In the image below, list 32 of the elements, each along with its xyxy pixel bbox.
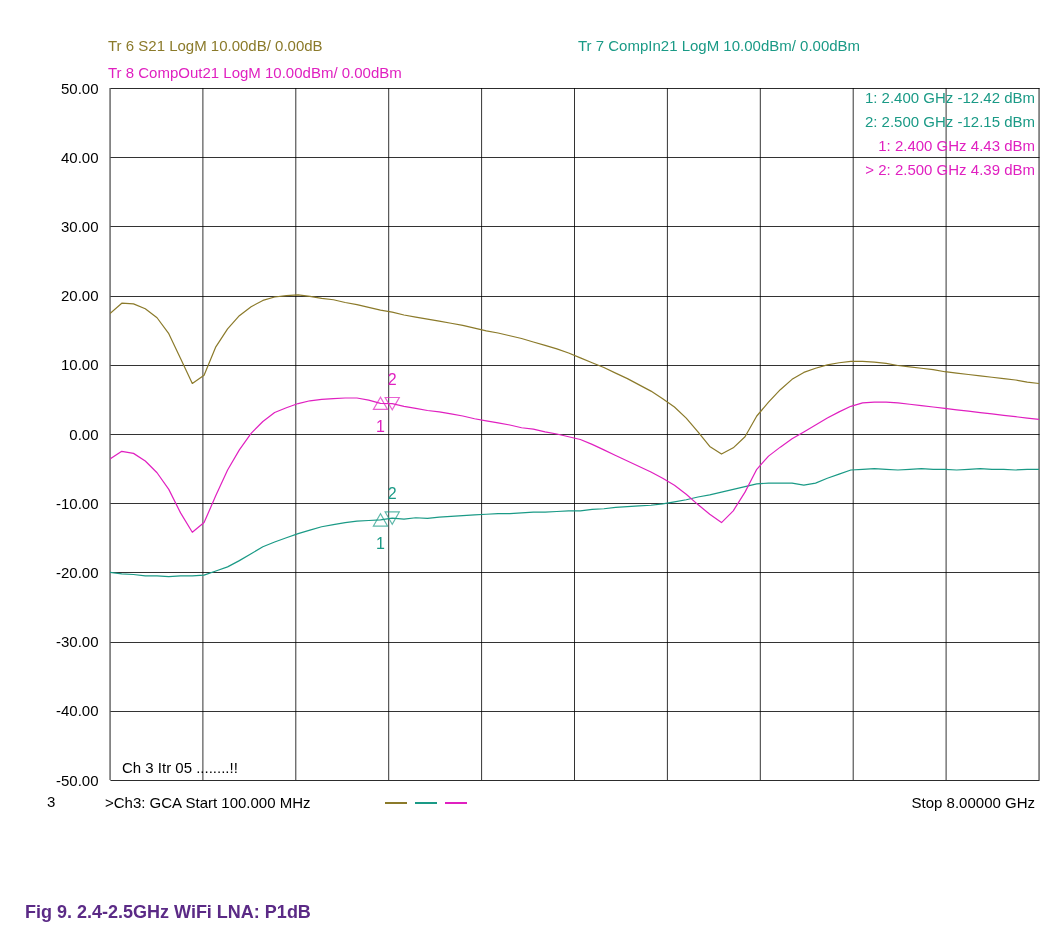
- text: Tr 8 CompOut21 LogM 10.00dBm/ 0.00dBm: [108, 64, 402, 81]
- y-tick-label: -20.00: [55, 563, 99, 581]
- text: 3: [47, 793, 56, 810]
- annotation: 1: 2.400 GHz -12.42 dBm: [864, 89, 1035, 106]
- y-tick-label: 50.00: [60, 79, 99, 97]
- line-series: [110, 294, 1039, 455]
- y-tick-label: 30.00: [60, 217, 99, 235]
- text: >Ch3: GCA Start 100.000 MHz: [105, 794, 311, 811]
- annotation: 1: [376, 534, 386, 552]
- annotation: Ch 3 Itr 05 ........!!: [122, 759, 238, 776]
- annotation: 1: 2.400 GHz 4.43 dBm: [878, 137, 1035, 154]
- y-tick-label: 40.00: [60, 148, 99, 166]
- annotation: > 2: 2.500 GHz 4.39 dBm: [865, 161, 1035, 178]
- y-tick-label: -30.00: [55, 633, 99, 651]
- y-tick-label: -10.00: [55, 494, 99, 512]
- annotation: 2: 2.500 GHz -12.15 dBm: [864, 113, 1035, 130]
- annotation: 1: [376, 418, 386, 436]
- y-tick-label: -50.00: [55, 771, 99, 789]
- point: [384, 396, 400, 411]
- y-tick-label: 20.00: [60, 287, 99, 305]
- y-tick-label: -40.00: [55, 702, 99, 720]
- text: Stop 8.00000 GHz: [911, 794, 1035, 811]
- text: Tr 6 S21 LogM 10.00dB/ 0.00dB: [108, 37, 323, 54]
- line-series: [110, 468, 1039, 578]
- point: [372, 396, 389, 411]
- text: Tr 7 CompIn21 LogM 10.00dBm/ 0.00dBm: [578, 37, 861, 54]
- y-tick-label: 0.00: [69, 425, 99, 443]
- line-series: [110, 397, 1039, 533]
- text: Fig 9. 2.4-2.5GHz WiFi LNA: P1dB: [25, 902, 311, 922]
- y-tick-label: 10.00: [60, 356, 99, 374]
- point: [384, 511, 400, 525]
- point: [372, 513, 389, 527]
